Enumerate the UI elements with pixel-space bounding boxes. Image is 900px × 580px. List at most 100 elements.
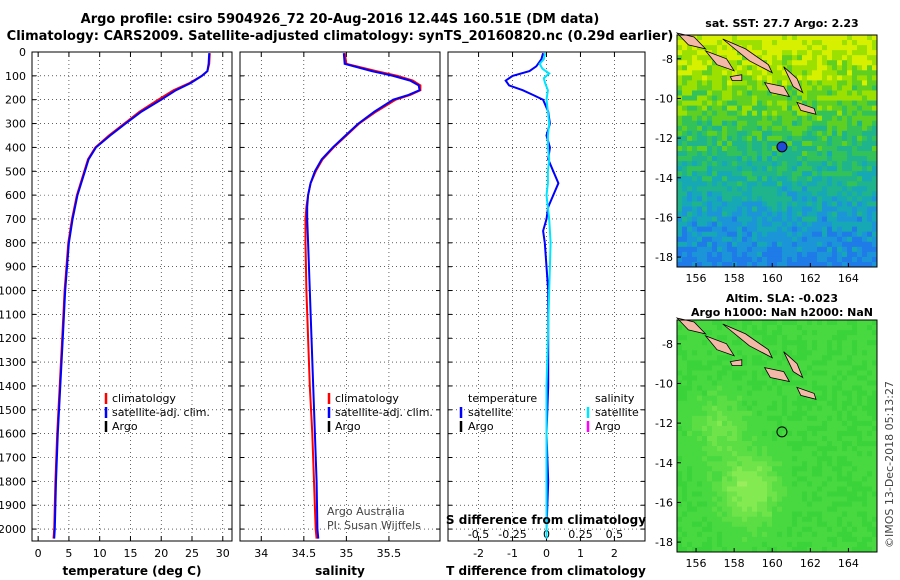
map-cell [817, 80, 823, 86]
map-cell [857, 50, 863, 56]
map-cell [682, 130, 688, 137]
map-cell [742, 55, 748, 61]
map-cell [812, 501, 818, 508]
map-cell [767, 476, 773, 482]
map-cell [742, 181, 748, 187]
map-cell [777, 486, 783, 492]
map-cell [862, 226, 868, 233]
map-cell [747, 251, 753, 258]
map-cell [787, 370, 793, 376]
map-cell [742, 385, 748, 392]
map-cell [782, 261, 788, 268]
map-cell [867, 330, 873, 336]
map-cell [787, 501, 793, 508]
map-cell [742, 100, 748, 107]
map-cell [742, 360, 748, 366]
map-cell [807, 400, 813, 407]
map-cell [732, 400, 738, 407]
island [763, 82, 791, 98]
map-cell [742, 511, 748, 518]
map-cell [787, 216, 793, 223]
map-cell [732, 536, 738, 543]
map-cell [742, 451, 748, 457]
map-cell [807, 405, 813, 412]
map-cell [782, 125, 788, 132]
map-cell [767, 325, 773, 331]
map-cell [817, 181, 823, 187]
map-cell [762, 125, 768, 132]
map-cell [817, 415, 823, 422]
map-cell [687, 471, 693, 477]
map-cell [752, 516, 758, 523]
map-cell [752, 181, 758, 187]
map-cell [807, 491, 813, 497]
map-cell [777, 420, 783, 427]
map-cell [762, 241, 768, 248]
map-cell [732, 85, 738, 91]
map-cell [847, 176, 853, 182]
map-cell [682, 60, 688, 66]
map-cell [682, 120, 688, 127]
map-cell [677, 476, 683, 482]
map-cell [867, 405, 873, 412]
map-cell [732, 380, 738, 386]
map-cell [782, 441, 788, 447]
map-cell [707, 40, 713, 46]
map-cell [867, 390, 873, 397]
island [729, 359, 743, 367]
map-cell [742, 375, 748, 381]
map-cell [837, 526, 843, 533]
map-cell [852, 446, 858, 452]
map-cell [682, 415, 688, 422]
map-cell [797, 120, 803, 127]
map-cell [727, 415, 733, 422]
map-cell [867, 216, 873, 223]
map-cell [727, 105, 733, 112]
map-cell [807, 231, 813, 238]
map-cell [727, 256, 733, 263]
map-cell [797, 80, 803, 86]
map-cell [792, 166, 798, 172]
map-cell [682, 511, 688, 518]
island [675, 317, 707, 335]
map-cell [802, 55, 808, 61]
legend-t-argo-label: Argo [468, 420, 494, 433]
map-cell [822, 201, 828, 207]
map-cell [792, 191, 798, 197]
map-cell [682, 176, 688, 182]
map-cell [847, 536, 853, 543]
map-cell [727, 390, 733, 397]
map-cell [802, 446, 808, 452]
map-cell [697, 201, 703, 207]
map-cell [802, 120, 808, 127]
map-cell [762, 400, 768, 407]
map-cell [857, 156, 863, 162]
map-cell [687, 541, 693, 548]
map-cell [737, 340, 743, 346]
map-cell [682, 50, 688, 56]
map-cell [737, 325, 743, 331]
map-cell [727, 156, 733, 162]
map-cell [852, 360, 858, 366]
map-cell [767, 120, 773, 127]
map-cell [682, 481, 688, 487]
map-cell [792, 320, 798, 326]
map-cell [752, 166, 758, 172]
map-cell [807, 100, 813, 107]
map-cell [772, 261, 778, 268]
map-cell [852, 430, 858, 437]
map-cell [692, 340, 698, 346]
map-cell [832, 541, 838, 548]
map-cell [752, 536, 758, 543]
map-cell [792, 105, 798, 112]
map-cell [712, 110, 718, 117]
map-cell [832, 466, 838, 472]
map-cell [797, 231, 803, 238]
map-cell [792, 496, 798, 502]
map-cell [762, 405, 768, 412]
map-cell [682, 206, 688, 212]
map-cell [727, 466, 733, 472]
map-cell [847, 241, 853, 248]
map-cell [757, 135, 763, 142]
map-cell [687, 486, 693, 492]
